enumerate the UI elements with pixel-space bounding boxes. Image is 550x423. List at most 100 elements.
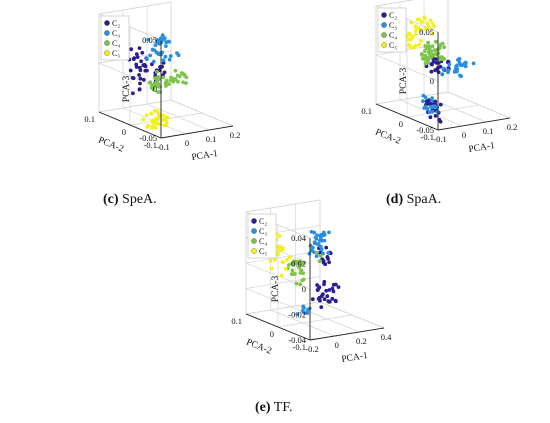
point-c-s2-c0-34 bbox=[156, 90, 160, 94]
box-top-back bbox=[375, 0, 415, 7]
z-axis-label: PCA-3 bbox=[122, 76, 132, 103]
point-d-s0-c0-15 bbox=[424, 99, 429, 104]
point-d-s3-c0-26 bbox=[407, 43, 411, 47]
point-d-s0-c1-21 bbox=[446, 59, 451, 64]
legend-label-3: C₅ bbox=[259, 247, 267, 256]
legend-marker-0 bbox=[381, 12, 387, 18]
point-e-s0-c1-7 bbox=[327, 260, 331, 265]
point-e-s1-c0-29 bbox=[319, 238, 324, 243]
point-d-s2-c0-36 bbox=[429, 49, 434, 54]
x-axis-line bbox=[309, 327, 385, 341]
z-tick-label-2: 0 bbox=[302, 284, 306, 294]
legend-marker-2 bbox=[251, 238, 257, 244]
point-d-s3-c0-7 bbox=[430, 21, 435, 26]
point-e-s0-c0-5 bbox=[315, 283, 319, 287]
point-d-s2-c0-8 bbox=[426, 40, 430, 45]
point-d-s0-c0-13 bbox=[428, 115, 433, 120]
point-d-s3-c0-27 bbox=[417, 17, 422, 22]
point-d-s2-c0-28 bbox=[440, 41, 445, 46]
point-e-s0-c0-19 bbox=[310, 297, 315, 302]
point-d-s1-c0-11 bbox=[430, 98, 434, 103]
point-d-s1-c0-15 bbox=[421, 93, 426, 98]
point-d-s2-c0-25 bbox=[423, 61, 428, 66]
legend-marker-2 bbox=[104, 40, 110, 46]
point-c-s2-c0-31 bbox=[176, 79, 180, 84]
y-tick-label-1: 0 bbox=[399, 119, 403, 129]
point-e-s3-c0-13 bbox=[277, 234, 282, 238]
point-e-s1-c0-28 bbox=[313, 241, 318, 246]
legend-label-0: C₂ bbox=[112, 19, 120, 28]
point-c-s0-c0-21 bbox=[138, 68, 143, 73]
point-c-s2-c0-43 bbox=[173, 68, 178, 73]
legend-label-2: C₄ bbox=[112, 39, 120, 48]
point-c-s3-c0-23 bbox=[154, 119, 159, 123]
point-c-s2-c0-29 bbox=[184, 81, 188, 85]
legend-label-3: C₅ bbox=[389, 41, 397, 50]
box-top-back bbox=[98, 1, 172, 15]
point-c-s0-c1-3 bbox=[162, 70, 167, 75]
point-c-s3-c0-17 bbox=[164, 123, 169, 128]
y-tick-label-0: -0.1 bbox=[144, 140, 157, 150]
point-d-s1-c1-21 bbox=[463, 60, 468, 65]
point-e-s2-c0-8 bbox=[294, 281, 299, 286]
point-e-s0-c0-18 bbox=[322, 297, 327, 302]
z-tick-label-1: 0 bbox=[153, 84, 157, 94]
point-d-s1-c0-3 bbox=[427, 110, 432, 115]
point-e-s1-c1-7 bbox=[301, 304, 306, 309]
legend-marker-0 bbox=[251, 218, 257, 224]
point-d-s2-c0-4 bbox=[423, 44, 428, 48]
legend-marker-1 bbox=[251, 228, 257, 234]
point-d-s3-c0-15 bbox=[432, 24, 437, 29]
point-c-s2-c0-44 bbox=[147, 80, 152, 85]
point-c-s1-c1-1 bbox=[175, 51, 179, 55]
caption-d-text: SpaA. bbox=[403, 192, 442, 207]
point-c-s2-c0-27 bbox=[173, 77, 178, 82]
point-d-s1-c1-12 bbox=[471, 61, 476, 66]
point-e-s2-c0-18 bbox=[299, 269, 303, 274]
point-c-s0-c0-27 bbox=[142, 62, 147, 67]
point-c-s1-c0-26 bbox=[156, 38, 161, 43]
point-c-s3-c0-34 bbox=[150, 124, 155, 129]
legend-marker-1 bbox=[104, 30, 110, 36]
point-c-s2-c0-39 bbox=[164, 84, 168, 88]
point-c-s1-c0-13 bbox=[160, 33, 165, 38]
point-d-s1-c1-19 bbox=[458, 73, 462, 78]
point-e-s2-c0-16 bbox=[293, 271, 297, 276]
box-floor-right bbox=[319, 301, 385, 329]
point-c-s0-c0-3 bbox=[134, 52, 139, 56]
y-axis-line bbox=[245, 313, 311, 341]
point-c-s3-c0-16 bbox=[155, 109, 160, 114]
caption-e-letter: (e) bbox=[255, 400, 271, 415]
point-d-s3-c0-21 bbox=[413, 24, 418, 29]
x-axis-label: PCA-1 bbox=[191, 149, 219, 163]
legend-label-0: C₂ bbox=[259, 217, 267, 226]
point-d-s3-c0-32 bbox=[407, 32, 412, 37]
z-tick-label-2: 0.05 bbox=[419, 27, 434, 37]
point-d-s3-c0-25 bbox=[418, 28, 423, 33]
grid-left-z-1 bbox=[245, 288, 311, 315]
legend-marker-1 bbox=[381, 22, 387, 28]
point-c-s2-c0-46 bbox=[169, 75, 174, 80]
point-c-s1-c0-14 bbox=[163, 54, 168, 59]
point-d-s3-c0-31 bbox=[417, 43, 421, 47]
point-e-s0-c1-12 bbox=[323, 262, 328, 267]
panel-c: -0.1 0 0.1 0.2 -0.1 0 0.1 -0.05 0 0.05 PCA-1 PCA-2 P… bbox=[84, 1, 240, 163]
point-c-s3-c0-32 bbox=[154, 121, 159, 126]
point-c-s2-c0-36 bbox=[171, 79, 176, 84]
point-d-s3-c0-2 bbox=[430, 31, 435, 36]
z-axis-label: PCA-3 bbox=[271, 276, 281, 303]
x-tick-label-1: 0 bbox=[462, 130, 466, 140]
point-d-s1-c0-10 bbox=[435, 105, 440, 110]
legend-label-0: C₂ bbox=[389, 11, 397, 20]
caption-c: (c) SpeA. bbox=[103, 192, 157, 208]
point-d-s3-c0-18 bbox=[413, 28, 418, 33]
z-tick-label-1: -0.02 bbox=[288, 310, 306, 320]
point-e-s0-c0-16 bbox=[333, 298, 338, 303]
point-c-s1-c0-2 bbox=[145, 56, 149, 61]
caption-c-letter: (c) bbox=[103, 192, 119, 207]
point-c-s0-c0-10 bbox=[137, 87, 142, 92]
grid-left-z-1 bbox=[375, 54, 439, 82]
